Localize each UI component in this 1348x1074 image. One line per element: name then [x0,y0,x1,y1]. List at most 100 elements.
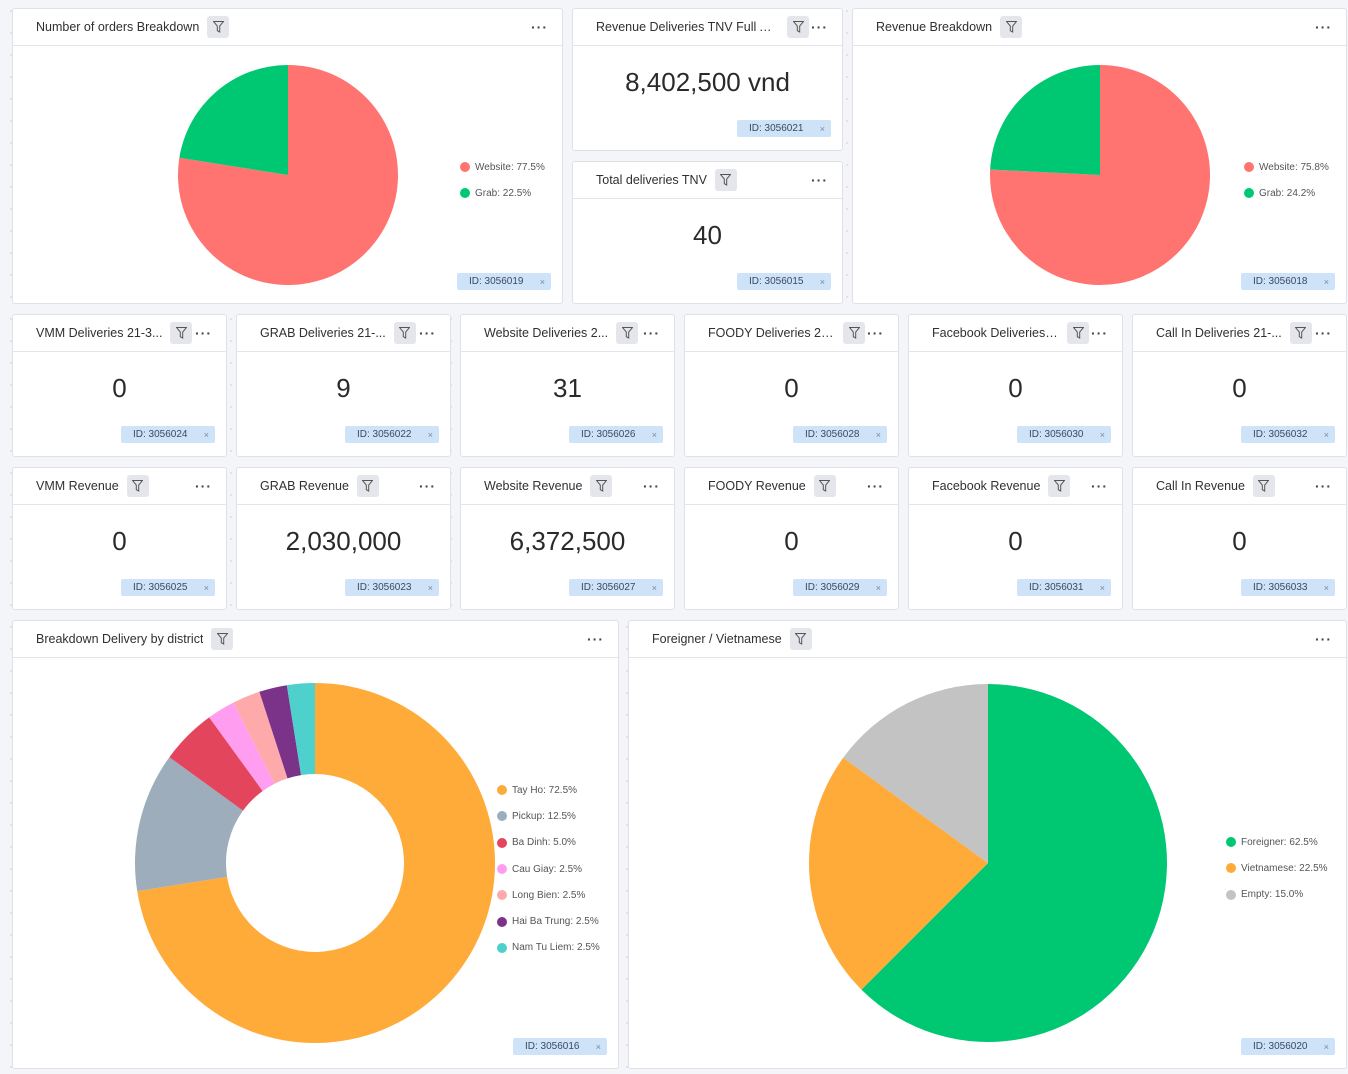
close-icon[interactable]: × [1323,429,1329,440]
close-icon[interactable]: × [875,429,881,440]
slice-long-bien[interactable] [233,691,288,784]
more-options-button[interactable]: ··· [1091,478,1108,494]
legend-label: Tay Ho: 72.5% [512,784,578,796]
more-options-button[interactable]: ··· [1315,631,1332,647]
slice-nam-tu-liem[interactable] [286,683,315,776]
legend-item-pickup[interactable]: Pickup: 12.5% [497,803,600,829]
slice-empty[interactable] [843,684,988,863]
metric-value: 0 [784,373,799,403]
close-icon[interactable]: × [651,582,657,593]
filter-button[interactable] [1048,475,1071,497]
legend-item-tay-ho[interactable]: Tay Ho: 72.5% [497,777,600,803]
slice-tay-ho[interactable] [137,683,495,1043]
filter-button[interactable] [356,475,379,497]
close-icon[interactable]: × [819,123,825,134]
filter-button[interactable] [590,475,613,497]
filter-button[interactable] [1252,475,1275,497]
more-options-button[interactable]: ··· [1091,325,1108,341]
legend-item-grab[interactable]: Grab: 24.2% [1244,180,1329,206]
card-title: Revenue Breakdown [876,20,993,34]
more-options-button[interactable]: ··· [195,325,212,341]
id-label: ID: 3056027 [581,582,636,593]
more-options-button[interactable]: ··· [867,478,884,494]
slice-foreigner[interactable] [861,684,1167,1042]
slice-grab[interactable] [179,65,288,175]
filter-button[interactable] [1000,16,1023,38]
slice-pickup[interactable] [135,757,243,892]
legend-item-empty[interactable]: Empty: 15.0% [1226,882,1328,908]
slice-cau-giay[interactable] [209,702,275,791]
close-icon[interactable]: × [203,429,209,440]
legend-item-website[interactable]: Website: 77.5% [460,154,545,180]
more-options-button[interactable]: ··· [1315,325,1332,341]
close-icon[interactable]: × [1099,429,1105,440]
card-title: GRAB Deliveries 21-... [260,326,386,340]
close-icon[interactable]: × [651,429,657,440]
filter-button[interactable] [789,628,812,650]
more-options-button[interactable]: ··· [419,478,436,494]
filter-button[interactable] [207,16,230,38]
close-icon[interactable]: × [427,582,433,593]
filter-button[interactable] [1289,322,1312,344]
more-options-button[interactable]: ··· [811,19,828,35]
filter-button[interactable] [714,169,737,191]
more-options-button[interactable]: ··· [811,172,828,188]
facebook-revenue-card: Facebook Revenue ··· 0 ID: 3056031 × [908,467,1123,610]
filter-funnel-icon [212,21,224,33]
close-icon[interactable]: × [595,1041,601,1052]
close-icon[interactable]: × [1099,582,1105,593]
more-options-button[interactable]: ··· [195,478,212,494]
slice-hai-ba-trung[interactable] [259,685,302,779]
metric-value: 9 [336,373,351,403]
id-label: ID: 3056028 [805,429,860,440]
filter-button[interactable] [843,322,865,344]
more-options-button[interactable]: ··· [1315,478,1332,494]
filter-button[interactable] [787,16,809,38]
slice-grab[interactable] [990,65,1100,175]
close-icon[interactable]: × [427,429,433,440]
legend-item-grab[interactable]: Grab: 22.5% [460,180,545,206]
id-badge: ID: 3056016 × [513,1038,607,1055]
legend-item-cau-giay[interactable]: Cau Giay: 2.5% [497,856,600,882]
filter-button[interactable] [170,322,193,344]
filter-button[interactable] [1067,322,1089,344]
vmm-revenue-card: VMM Revenue ··· 0 ID: 3056025 × [12,467,227,610]
more-options-button[interactable]: ··· [867,325,884,341]
close-icon[interactable]: × [1323,582,1329,593]
filter-button[interactable] [813,475,836,497]
legend-item-nam-tu-liem[interactable]: Nam Tu Liem: 2.5% [497,935,600,961]
slice-vietnamese[interactable] [809,757,988,990]
legend-item-long-bien[interactable]: Long Bien: 2.5% [497,882,600,908]
filter-button[interactable] [616,322,639,344]
close-icon[interactable]: × [875,582,881,593]
legend-item-website[interactable]: Website: 75.8% [1244,154,1329,180]
more-options-button[interactable]: ··· [531,19,548,35]
legend-item-foreigner[interactable]: Foreigner: 62.5% [1226,829,1328,855]
close-icon[interactable]: × [203,582,209,593]
close-icon[interactable]: × [539,276,545,287]
filter-button[interactable] [126,475,149,497]
close-icon[interactable]: × [1323,276,1329,287]
legend-item-vietnamese[interactable]: Vietnamese: 22.5% [1226,855,1328,881]
orders-legend: Website: 77.5% Grab: 22.5% [460,154,545,207]
more-options-button[interactable]: ··· [643,478,660,494]
legend-dot [497,916,507,927]
more-options-button[interactable]: ··· [419,325,436,341]
filter-button[interactable] [211,628,234,650]
filter-button[interactable] [393,322,416,344]
id-badge: ID: 3056029 × [793,579,887,596]
close-icon[interactable]: × [1323,1041,1329,1052]
more-options-button[interactable]: ··· [643,325,660,341]
legend-item-hai-ba-trung[interactable]: Hai Ba Trung: 2.5% [497,908,600,934]
legend-item-ba-dinh[interactable]: Ba Dinh: 5.0% [497,830,600,856]
orders-breakdown-card: Number of orders Breakdown ··· Website: … [12,8,563,304]
card-header: Call In Deliveries 21-... ··· [1133,315,1346,352]
slice-ba-dinh[interactable] [169,717,263,811]
more-options-button[interactable]: ··· [587,631,604,647]
slice-website[interactable] [178,65,398,285]
close-icon[interactable]: × [819,276,825,287]
more-options-button[interactable]: ··· [1315,19,1332,35]
legend-label: Website: 75.8% [1259,161,1329,173]
filter-funnel-icon [848,327,860,339]
filter-funnel-icon [621,327,633,339]
